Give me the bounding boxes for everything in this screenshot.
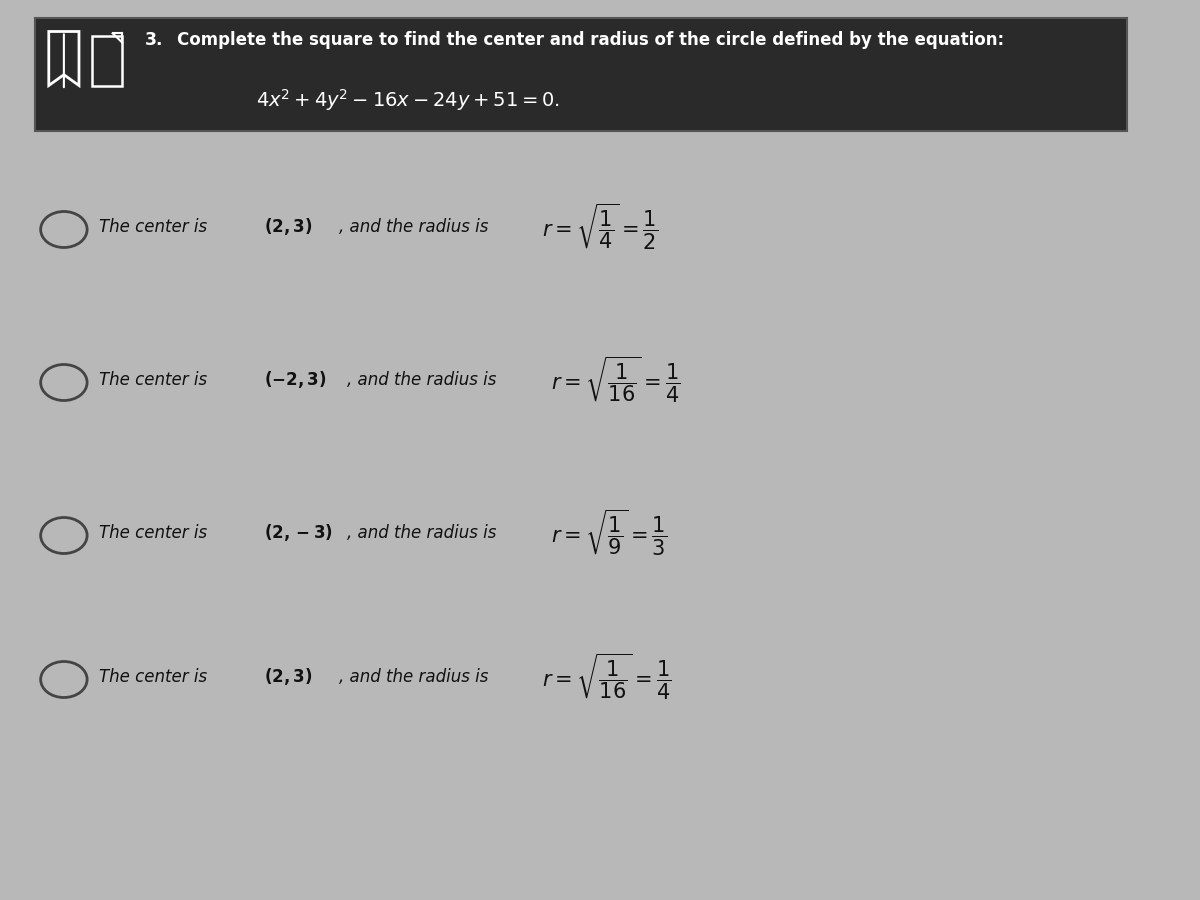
Text: $\mathbf{(-2, 3)}$: $\mathbf{(-2, 3)}$ — [264, 369, 326, 391]
Text: Complete the square to find the center and radius of the circle defined by the e: Complete the square to find the center a… — [176, 31, 1003, 49]
Text: $\mathbf{(2, -3)}$: $\mathbf{(2, -3)}$ — [264, 522, 332, 544]
Text: $r = \sqrt{\dfrac{1}{4}} = \dfrac{1}{2}$: $r = \sqrt{\dfrac{1}{4}} = \dfrac{1}{2}$ — [542, 202, 659, 252]
Text: The center is: The center is — [98, 218, 212, 236]
Text: $\mathbf{(2, 3)}$: $\mathbf{(2, 3)}$ — [264, 216, 312, 238]
Text: $r = \sqrt{\dfrac{1}{16}} = \dfrac{1}{4}$: $r = \sqrt{\dfrac{1}{16}} = \dfrac{1}{4}… — [551, 355, 680, 405]
Text: The center is: The center is — [98, 668, 212, 686]
Text: , and the radius is: , and the radius is — [340, 668, 493, 686]
Text: 3.: 3. — [145, 31, 163, 49]
Text: $r = \sqrt{\dfrac{1}{9}} = \dfrac{1}{3}$: $r = \sqrt{\dfrac{1}{9}} = \dfrac{1}{3}$ — [551, 508, 667, 558]
Text: $\mathbf{(2, 3)}$: $\mathbf{(2, 3)}$ — [264, 666, 312, 688]
Text: The center is: The center is — [98, 371, 212, 389]
Text: , and the radius is: , and the radius is — [347, 371, 502, 389]
FancyBboxPatch shape — [35, 18, 1127, 130]
Text: The center is: The center is — [98, 524, 212, 542]
Text: , and the radius is: , and the radius is — [347, 524, 502, 542]
Text: , and the radius is: , and the radius is — [340, 218, 493, 236]
Text: $r = \sqrt{\dfrac{1}{16}} = \dfrac{1}{4}$: $r = \sqrt{\dfrac{1}{16}} = \dfrac{1}{4}… — [542, 652, 672, 702]
Text: $4x^2 + 4y^2 - 16x - 24y + 51 = 0.$: $4x^2 + 4y^2 - 16x - 24y + 51 = 0.$ — [256, 87, 559, 113]
